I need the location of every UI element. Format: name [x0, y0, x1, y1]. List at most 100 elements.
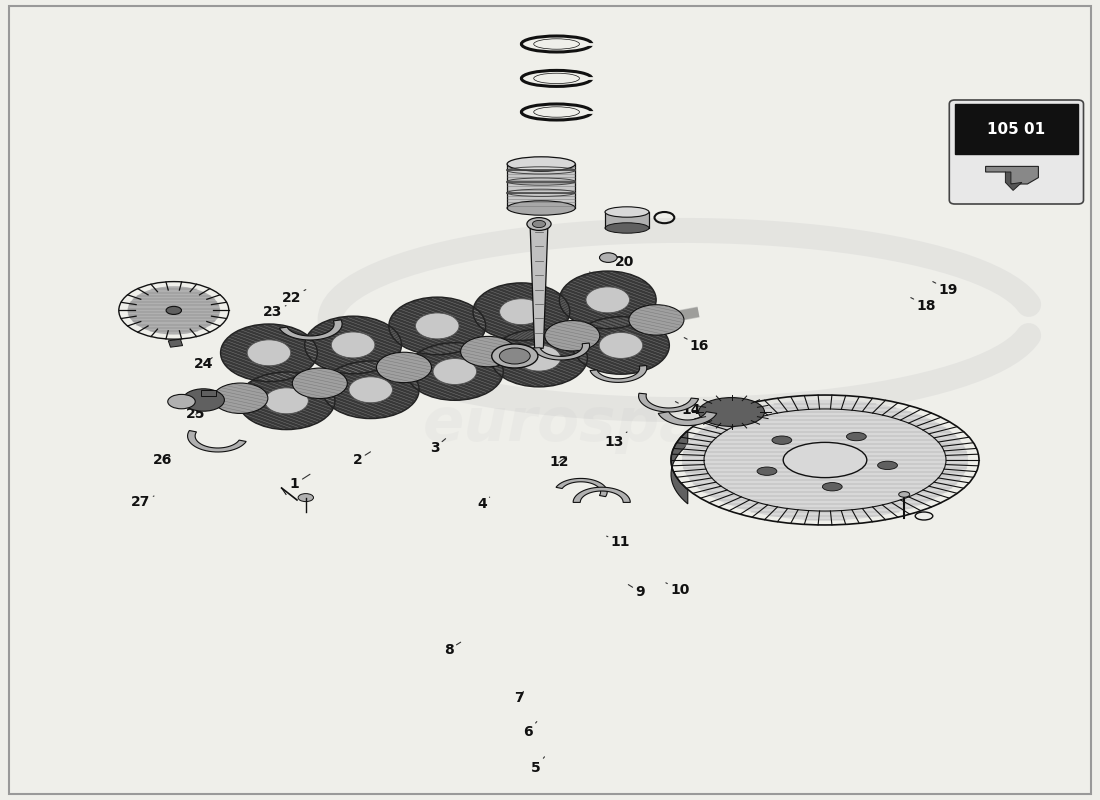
Ellipse shape — [600, 253, 617, 262]
Ellipse shape — [491, 330, 587, 387]
Text: 7: 7 — [515, 690, 524, 705]
Text: 23: 23 — [263, 305, 286, 319]
Polygon shape — [955, 104, 1078, 154]
Ellipse shape — [823, 482, 843, 491]
Text: 25: 25 — [186, 407, 206, 422]
FancyBboxPatch shape — [949, 100, 1084, 204]
Text: 21: 21 — [571, 301, 591, 315]
Ellipse shape — [586, 287, 629, 313]
Text: 16: 16 — [684, 338, 710, 353]
Polygon shape — [986, 166, 1038, 184]
Ellipse shape — [128, 286, 220, 334]
Text: eurospares: eurospares — [422, 394, 810, 454]
Polygon shape — [168, 339, 183, 347]
Text: 105 01: 105 01 — [988, 122, 1045, 138]
Polygon shape — [573, 487, 630, 502]
Polygon shape — [605, 212, 649, 228]
Text: 24: 24 — [194, 357, 213, 371]
Ellipse shape — [605, 222, 649, 234]
Ellipse shape — [220, 324, 317, 382]
Text: 26: 26 — [153, 453, 173, 467]
Text: 14: 14 — [675, 402, 701, 417]
Ellipse shape — [544, 321, 600, 351]
Ellipse shape — [507, 201, 575, 215]
Text: 3: 3 — [430, 438, 446, 455]
Ellipse shape — [629, 305, 684, 335]
Ellipse shape — [349, 377, 393, 402]
Polygon shape — [639, 394, 698, 412]
Text: 2: 2 — [353, 452, 371, 467]
Ellipse shape — [600, 333, 642, 358]
Polygon shape — [201, 390, 216, 396]
Text: 12: 12 — [549, 455, 569, 470]
Text: 1: 1 — [290, 474, 310, 491]
Text: 4: 4 — [477, 497, 490, 511]
Text: 17: 17 — [852, 434, 881, 449]
Ellipse shape — [265, 388, 308, 414]
Ellipse shape — [499, 298, 543, 325]
Text: 6: 6 — [524, 722, 537, 739]
Text: 5: 5 — [531, 757, 544, 775]
Ellipse shape — [899, 491, 910, 497]
Ellipse shape — [492, 344, 538, 368]
Ellipse shape — [534, 106, 580, 118]
Polygon shape — [507, 164, 575, 208]
Polygon shape — [499, 228, 548, 360]
Ellipse shape — [416, 313, 459, 339]
Text: 8: 8 — [444, 642, 461, 657]
Ellipse shape — [527, 218, 551, 230]
Ellipse shape — [166, 306, 182, 314]
Ellipse shape — [532, 220, 546, 227]
Ellipse shape — [783, 442, 867, 478]
Ellipse shape — [248, 340, 290, 366]
Ellipse shape — [473, 283, 570, 341]
Ellipse shape — [772, 436, 792, 444]
Ellipse shape — [238, 372, 334, 430]
Ellipse shape — [183, 389, 224, 411]
Text: 19: 19 — [933, 282, 958, 297]
Ellipse shape — [757, 467, 777, 475]
Text: 10: 10 — [666, 582, 690, 598]
Ellipse shape — [517, 345, 561, 371]
Ellipse shape — [298, 494, 314, 502]
Ellipse shape — [605, 206, 649, 218]
Text: 22: 22 — [282, 290, 306, 305]
Polygon shape — [556, 478, 607, 497]
Ellipse shape — [331, 332, 375, 358]
Text: 20: 20 — [612, 254, 635, 270]
Ellipse shape — [534, 73, 580, 84]
Text: 9: 9 — [628, 585, 645, 599]
Polygon shape — [590, 366, 647, 382]
Ellipse shape — [167, 394, 196, 409]
Ellipse shape — [499, 348, 530, 364]
Text: 27: 27 — [131, 495, 154, 510]
Ellipse shape — [213, 383, 268, 414]
Polygon shape — [532, 343, 590, 360]
Ellipse shape — [560, 271, 656, 329]
Polygon shape — [658, 412, 717, 426]
Ellipse shape — [573, 317, 669, 374]
Polygon shape — [188, 430, 246, 452]
Ellipse shape — [143, 307, 169, 322]
Text: 13: 13 — [604, 432, 627, 449]
Ellipse shape — [682, 400, 968, 520]
Ellipse shape — [407, 342, 504, 400]
Ellipse shape — [433, 358, 476, 385]
Ellipse shape — [847, 432, 867, 441]
Polygon shape — [1005, 172, 1022, 190]
Ellipse shape — [389, 297, 486, 354]
Ellipse shape — [507, 157, 575, 171]
Text: 11: 11 — [606, 535, 630, 550]
Ellipse shape — [534, 38, 580, 50]
Ellipse shape — [305, 316, 402, 374]
Text: 15: 15 — [590, 271, 613, 286]
Ellipse shape — [698, 398, 764, 426]
Ellipse shape — [878, 461, 898, 470]
Ellipse shape — [461, 336, 516, 366]
Text: 18: 18 — [911, 298, 936, 313]
Ellipse shape — [322, 361, 419, 418]
Ellipse shape — [293, 368, 348, 398]
Polygon shape — [671, 430, 688, 504]
Polygon shape — [279, 320, 342, 340]
Ellipse shape — [376, 352, 431, 382]
